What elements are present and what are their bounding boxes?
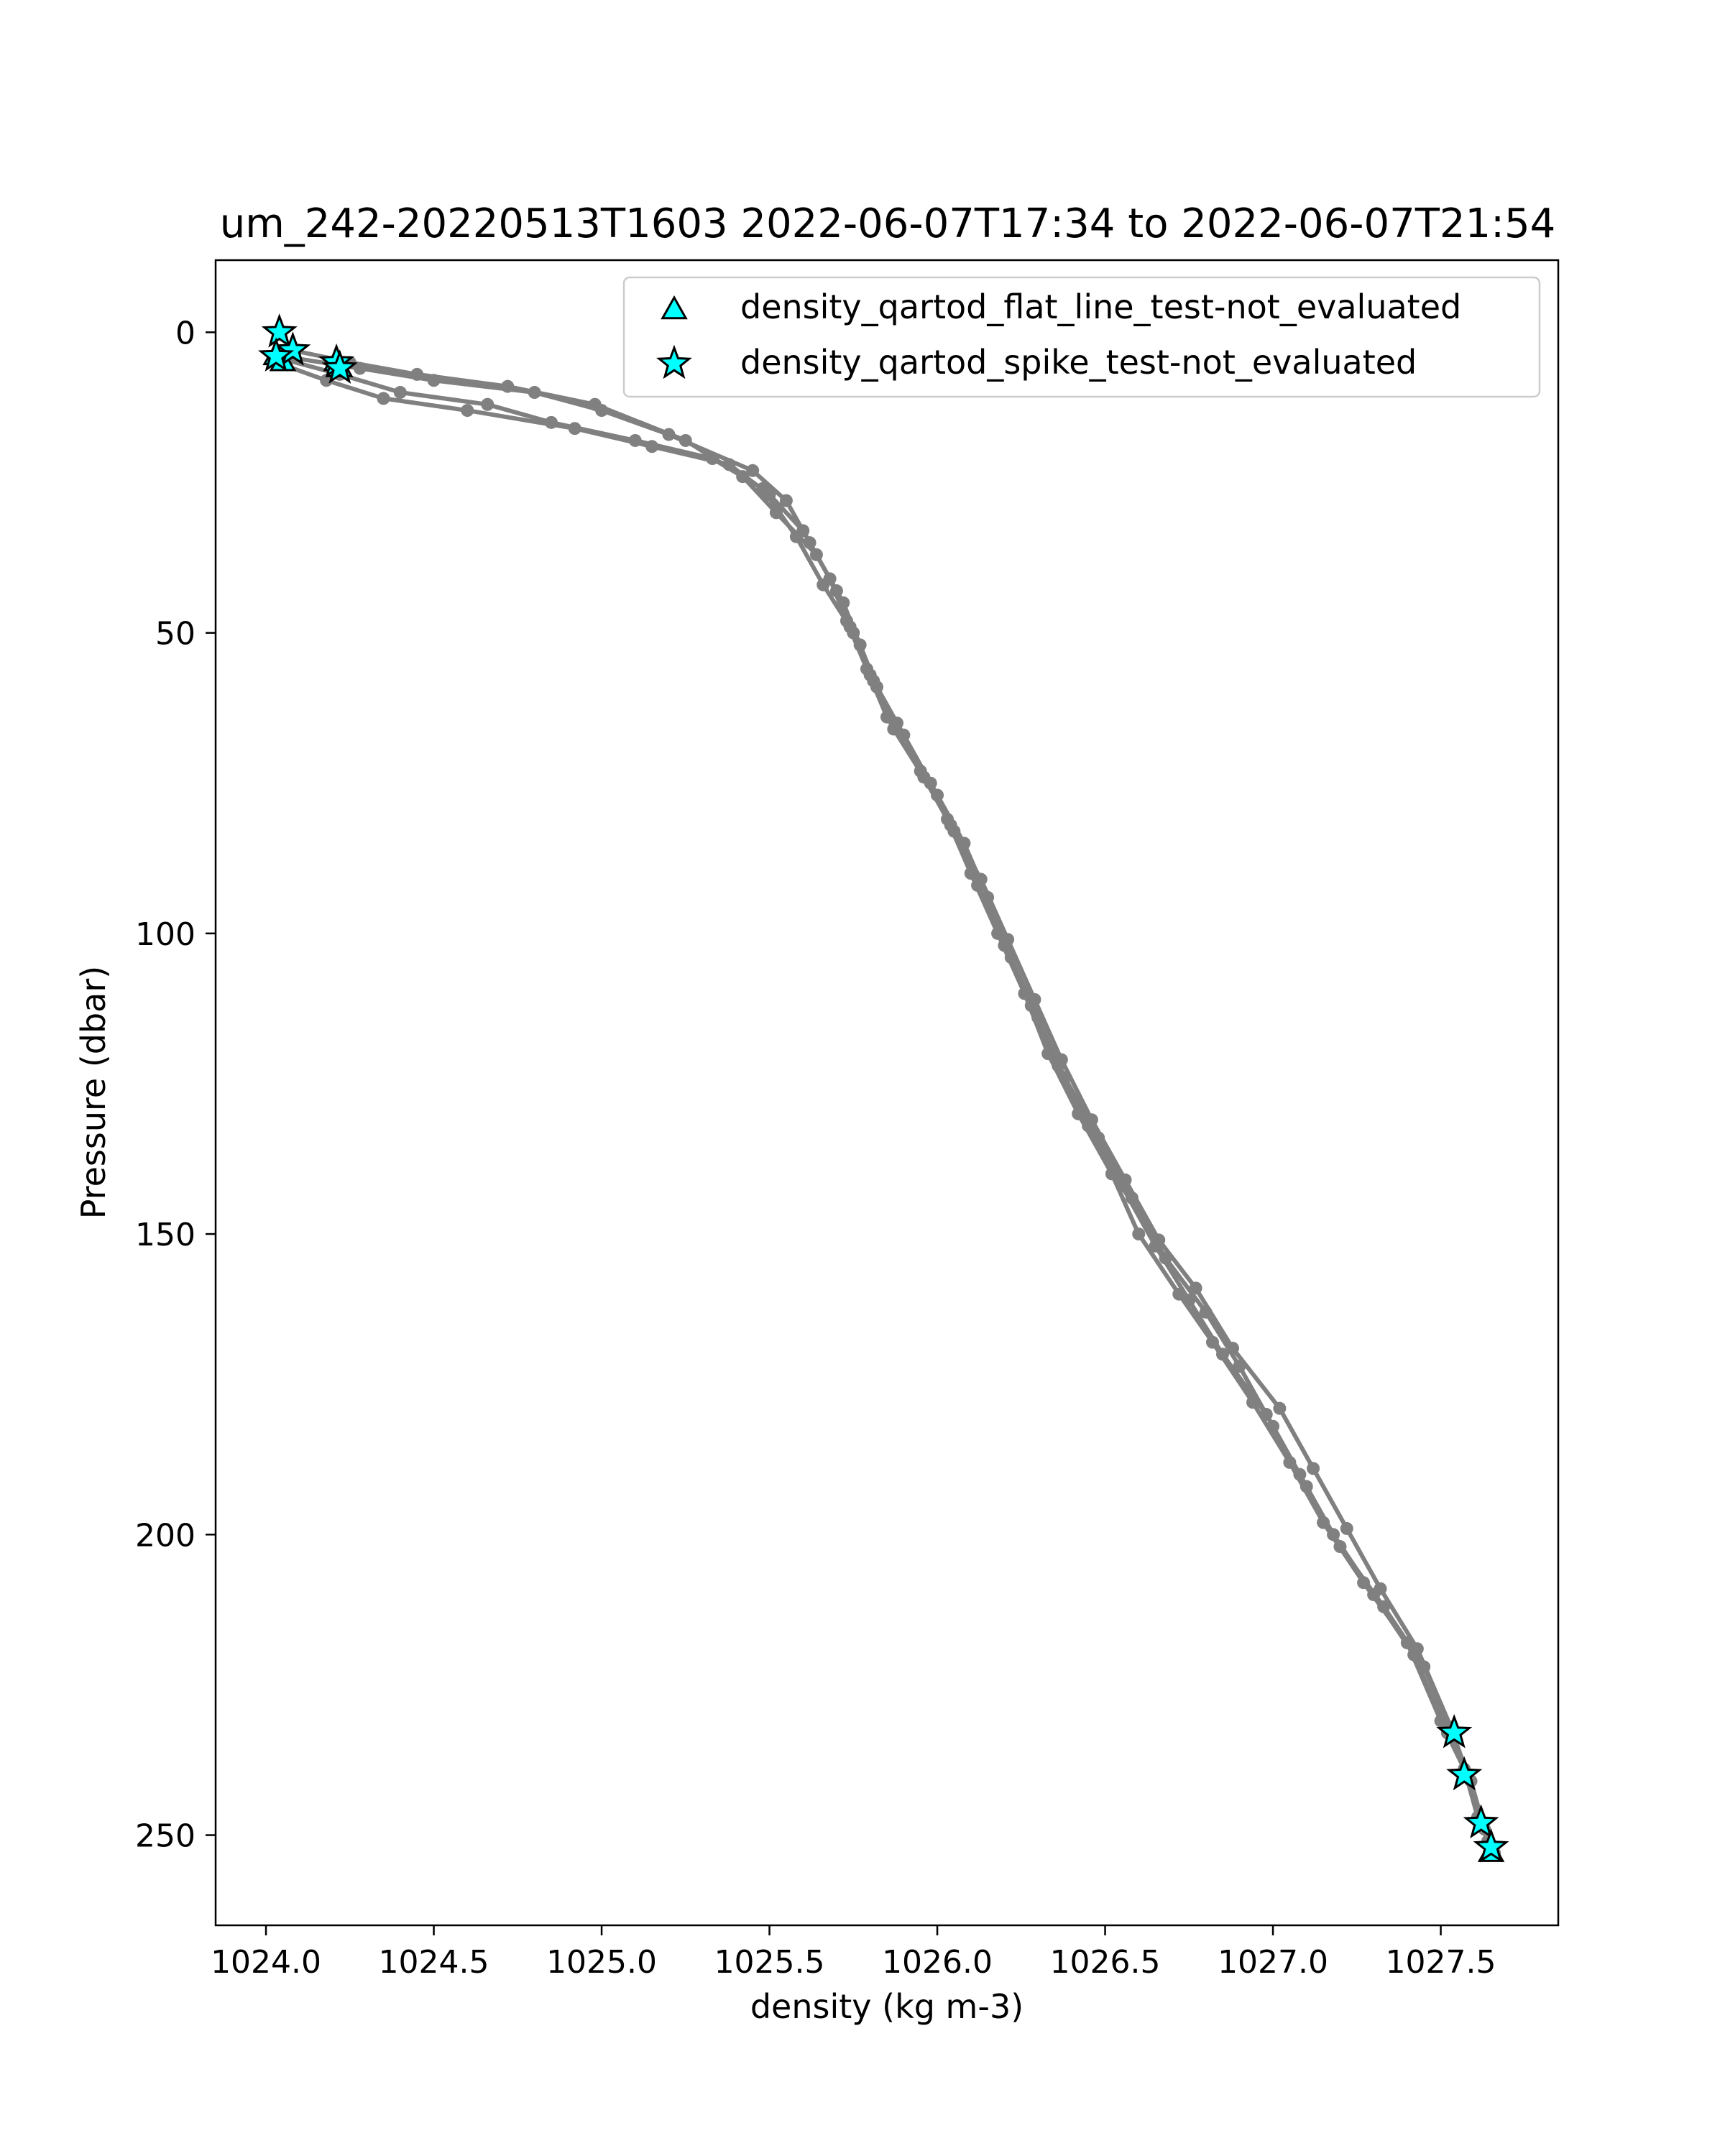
profile-point <box>1205 1335 1219 1349</box>
x-tick-label: 1027.0 <box>1218 1944 1328 1981</box>
profile-line <box>292 348 1497 1854</box>
x-tick-label: 1024.5 <box>379 1944 489 1981</box>
triangle-legend-marker <box>661 295 688 320</box>
profile-point <box>628 433 642 447</box>
axes-frame <box>214 259 1560 1927</box>
profile-point <box>887 722 901 736</box>
chart-title: um_242-20220513T1603 2022-06-07T17:34 to… <box>220 201 1556 247</box>
profile-point <box>1300 1480 1313 1493</box>
profile-point <box>393 386 407 400</box>
profile-point <box>1226 1341 1240 1355</box>
profile-point <box>1132 1227 1146 1241</box>
profile-line <box>272 354 1494 1848</box>
profile-point <box>1273 1401 1287 1415</box>
legend-entry-spike: density_qartod_spike_test-not_evaluated <box>740 343 1417 382</box>
profile-point <box>1374 1582 1387 1595</box>
y-axis-label: Pressure (dbar) <box>74 966 113 1219</box>
profile-point <box>481 397 494 411</box>
profile-point <box>1307 1462 1320 1475</box>
profile-line <box>282 354 1494 1848</box>
x-tick-label: 1026.0 <box>882 1944 993 1981</box>
profile-point <box>1340 1521 1353 1535</box>
star-marker <box>1463 1804 1499 1839</box>
x-tick-label: 1025.0 <box>546 1944 657 1981</box>
profile-point <box>377 392 390 405</box>
y-tick-label: 150 <box>135 1217 196 1253</box>
flag-series-star <box>258 313 1509 1863</box>
profile-point <box>917 770 931 784</box>
profile-point <box>501 379 515 393</box>
legend-marker-spike <box>656 344 692 379</box>
profile-point <box>1028 992 1041 1006</box>
star-marker <box>258 337 295 372</box>
legend-box <box>622 276 1541 398</box>
profile-point <box>1152 1233 1166 1247</box>
profile-point <box>1410 1642 1424 1656</box>
y-tick-label: 50 <box>155 616 196 653</box>
profile-point <box>461 404 474 418</box>
y-axis: 0 50 100 150 200 250 <box>135 315 216 1855</box>
profile-point <box>974 872 988 886</box>
profile-point <box>545 415 558 429</box>
x-axis-label: density (kg m-3) <box>750 1987 1024 2026</box>
profile-point <box>746 464 760 477</box>
profile-series-3 <box>266 349 1498 1854</box>
star-marker <box>1436 1714 1473 1749</box>
profile-point <box>837 596 850 609</box>
profile-point <box>867 674 880 688</box>
x-axis: 1024.0 1024.5 1025.0 1025.5 1026.0 1026.5 1027… <box>211 1925 1496 1981</box>
x-tick-label: 1026.5 <box>1050 1944 1161 1981</box>
profile-point <box>1085 1113 1098 1127</box>
profile-line <box>275 360 1490 1843</box>
profile-point <box>410 367 424 381</box>
x-tick-label: 1024.0 <box>211 1944 321 1981</box>
profile-point <box>1333 1540 1347 1554</box>
profile-point <box>1118 1173 1132 1187</box>
profile-series-1 <box>270 356 1494 1848</box>
x-tick-label: 1025.5 <box>714 1944 825 1981</box>
profile-point <box>843 620 857 634</box>
plot-area <box>258 313 1509 1863</box>
flag-series-triangle <box>262 341 1505 1862</box>
star-legend-marker <box>656 344 692 379</box>
profile-point <box>1001 933 1015 946</box>
profile-point <box>816 578 830 591</box>
profile-point <box>809 548 823 561</box>
profile-series-0 <box>276 349 1498 1854</box>
profile-point <box>779 494 793 507</box>
profile-point <box>1172 1287 1186 1301</box>
star-marker <box>275 331 311 366</box>
profile-series-2 <box>286 344 1501 1860</box>
profile-point <box>678 433 692 447</box>
profile-point <box>789 530 803 543</box>
profile-point <box>944 819 957 832</box>
star-marker <box>321 349 358 384</box>
legend-entry-flat-line: density_qartod_flat_line_test-not_evalua… <box>740 287 1461 326</box>
profile-point <box>588 397 602 411</box>
profile-point <box>756 482 770 495</box>
profile-point <box>1054 1053 1068 1067</box>
star-marker <box>1473 1828 1509 1863</box>
profile-point <box>1189 1281 1202 1295</box>
y-tick-label: 0 <box>175 315 196 351</box>
profile-point <box>1266 1419 1280 1433</box>
y-tick-label: 250 <box>135 1818 196 1855</box>
legend-marker-flat-line <box>661 295 688 320</box>
y-tick-label: 200 <box>135 1517 196 1554</box>
star-marker <box>261 313 298 348</box>
star-marker <box>1446 1756 1483 1791</box>
x-tick-label: 1027.5 <box>1386 1944 1496 1981</box>
legend: density_qartod_flat_line_test-not_evalua… <box>622 276 1541 398</box>
profile-point <box>706 452 719 466</box>
y-tick-label: 100 <box>135 916 196 953</box>
